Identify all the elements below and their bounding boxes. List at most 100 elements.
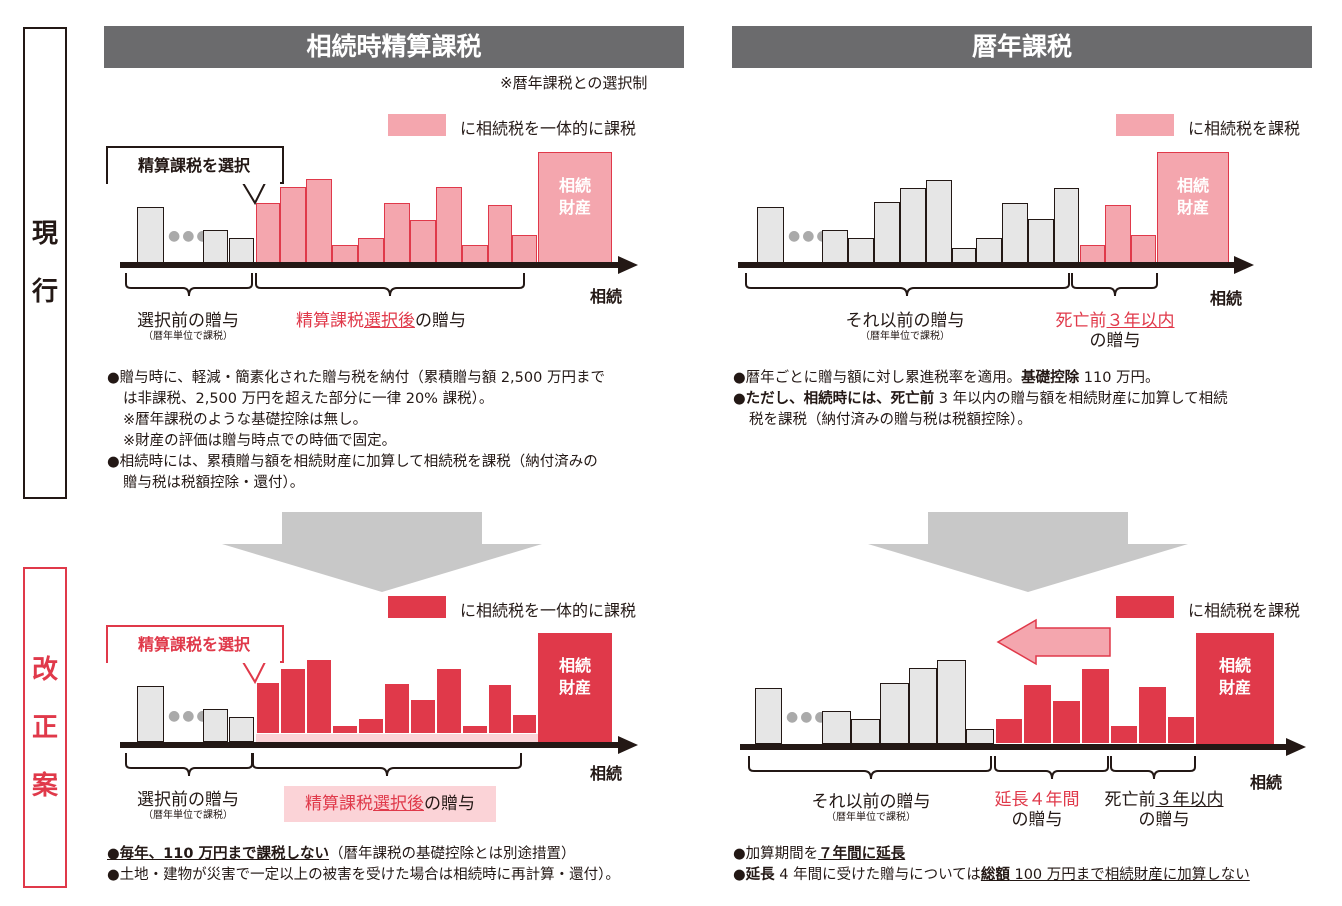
bar-red [462,725,488,734]
bullet-line: 税を課税（納付済みの贈与税は税額控除）。 [749,412,1032,428]
legend-swatch-red [1116,596,1174,618]
property-label: 財産 [558,198,591,217]
bullet-bold: ●ただし、相続時には、死亡前 [733,391,935,407]
legend-swatch-red [388,596,446,618]
bullet-tail: 100 万円まで相続財産に加算しない [1009,867,1250,883]
brace-label-right: 精算課税選択後の贈与 [284,786,496,822]
brace-label-line2: の贈与 [1138,810,1190,830]
bar-pink [436,187,462,263]
brace [1071,273,1158,297]
bullet-line: は非課税、2,500 万円を超えた部分に一律 20% 課税）。 [123,391,494,407]
bar-pink [512,235,537,263]
bullet-bold: 基礎控除 [1021,370,1080,386]
brace-label-right: 精算課税選択後の贈与 [296,311,466,331]
brace-label-mid: 延長４年間 の贈与 [985,790,1089,830]
bar-gray [966,729,994,744]
bar-red [1138,686,1167,744]
axis-arrow [738,256,1254,274]
brace [1110,756,1196,780]
axis-arrow [740,738,1306,756]
side-label-revised-char: 改 [31,654,58,685]
bar-red [512,714,537,734]
bullet-line: ●延長 4 年間に受けた贈与については総額 100 万円まで相続財産に加算しない [733,865,1323,886]
bar-gray [822,711,851,744]
right-header: 暦年課税 [732,26,1312,68]
bar-gray [755,688,782,744]
brace-label-text: 選択前の贈与 [137,790,239,810]
brace-label-red-ul: 選択後 [373,794,424,814]
property-label: 相続 [1218,656,1251,675]
bar-red [488,684,512,734]
bullet-line: ●ただし、相続時には、死亡前 3 年以内の贈与額を相続財産に加算して相続 [733,389,1323,410]
brace-label-left: 選択前の贈与 （暦年単位で課税） [118,790,258,822]
bullet-line: ●毎年、110 万円まで課税しない（暦年課税の基礎控除とは別途措置） [107,844,707,865]
legend-text: に相続税を課税 [1188,601,1301,620]
brace-label-line2: の贈与 [1011,810,1063,830]
property-label: 財産 [1176,198,1209,217]
bullets-left-current: ●贈与時に、軽減・簡素化された贈与税を納付（累積贈与額 2,500 万円まで は… [107,368,697,494]
bar-red [306,659,332,734]
brace-label-red: 死亡前 [1055,311,1107,331]
callout-text: 精算課税を選択 [108,627,280,663]
brace [255,273,525,297]
property-box: 相続 財産 [538,633,612,742]
brace-label-red: 延長４年間 [994,790,1080,810]
bullets-left-revised: ●毎年、110 万円まで課税しない（暦年課税の基礎控除とは別途措置） ●土地・建… [107,844,707,886]
side-label-current: 現 行 [23,27,67,499]
side-label-current-char: 現 [31,219,58,249]
bar-pink [1131,235,1156,263]
property-box: 相続 財産 [1196,633,1274,744]
bullets-right-revised: ●加算期間を７年間に延長 ●延長 4 年間に受けた贈与については総額 100 万… [733,844,1323,886]
property-label: 財産 [558,678,591,697]
bullets-right-current: ●暦年ごとに贈与額に対し累進税率を適用。基礎控除 110 万円。 ●ただし、相続… [733,368,1323,431]
side-label-revised-char: 正 [31,712,58,743]
brace-label-red-ul: 選択後 [364,311,415,331]
brace-label-right: 死亡前３年以内 の贈与 [1094,790,1234,830]
brace-label-text: 死亡前 [1104,790,1156,810]
ellipsis: ●●● [788,228,831,244]
bar-red [256,682,280,734]
property-box: 相続 財産 [538,152,612,263]
bar-gray [1002,203,1028,263]
bullet-text: ●暦年ごとに贈与額に対し累進税率を適用。 [733,370,1022,386]
bar-red [1110,725,1138,744]
bar-gray [848,238,874,263]
bar-pink [256,203,280,263]
bar-gray [229,717,254,742]
bar-red [1081,668,1110,744]
axis-label: 相続 [1250,773,1283,792]
bar-red [1023,684,1052,744]
bar-gray [1054,188,1079,263]
brace [125,273,253,297]
bar-pink [1105,205,1131,263]
bar-red [280,668,306,734]
ellipsis: ●●● [168,228,211,244]
bullet-bold: ７年間に延長 [818,846,906,862]
ellipsis: ●●● [168,708,211,724]
brace-label-tail: の贈与 [415,311,466,331]
brace [252,753,522,777]
side-label-current-char: 行 [31,277,58,307]
axis-label: 相続 [1210,289,1243,308]
brace [125,753,253,777]
brace-label-sub: （暦年単位で課税） [143,331,233,342]
bullet-bold: ●毎年、110 万円まで課税しない [107,846,329,862]
axis-arrow [120,736,638,754]
down-arrow [868,512,1188,592]
brace-label-ul: ３年以内 [1155,790,1224,810]
brace-label-red-ul: ３年以内 [1106,311,1175,331]
bullet-mid: 4 年間に受けた贈与については [774,867,981,883]
bullet-line: ※暦年課税のような基礎控除は無し。 [123,412,368,428]
brace-label-text: それ以前の贈与 [811,792,931,812]
bullet-text: ●加算期間を [733,846,819,862]
bar-gray [1028,219,1054,263]
left-note: ※暦年課税との選択制 [500,74,648,92]
bar-pink [306,179,332,263]
brace-label-tail: の贈与 [424,794,475,814]
bar-pink [384,203,410,263]
bullet-bold: ●延長 [733,867,775,883]
legend-text: に相続税を一体的に課税 [460,119,637,138]
bullet-line: ※財産の評価は贈与時点での時価で固定。 [123,433,397,449]
bullet-tail: 3 年以内の贈与額を相続財産に加算して相続 [934,391,1228,407]
brace [745,273,1070,297]
